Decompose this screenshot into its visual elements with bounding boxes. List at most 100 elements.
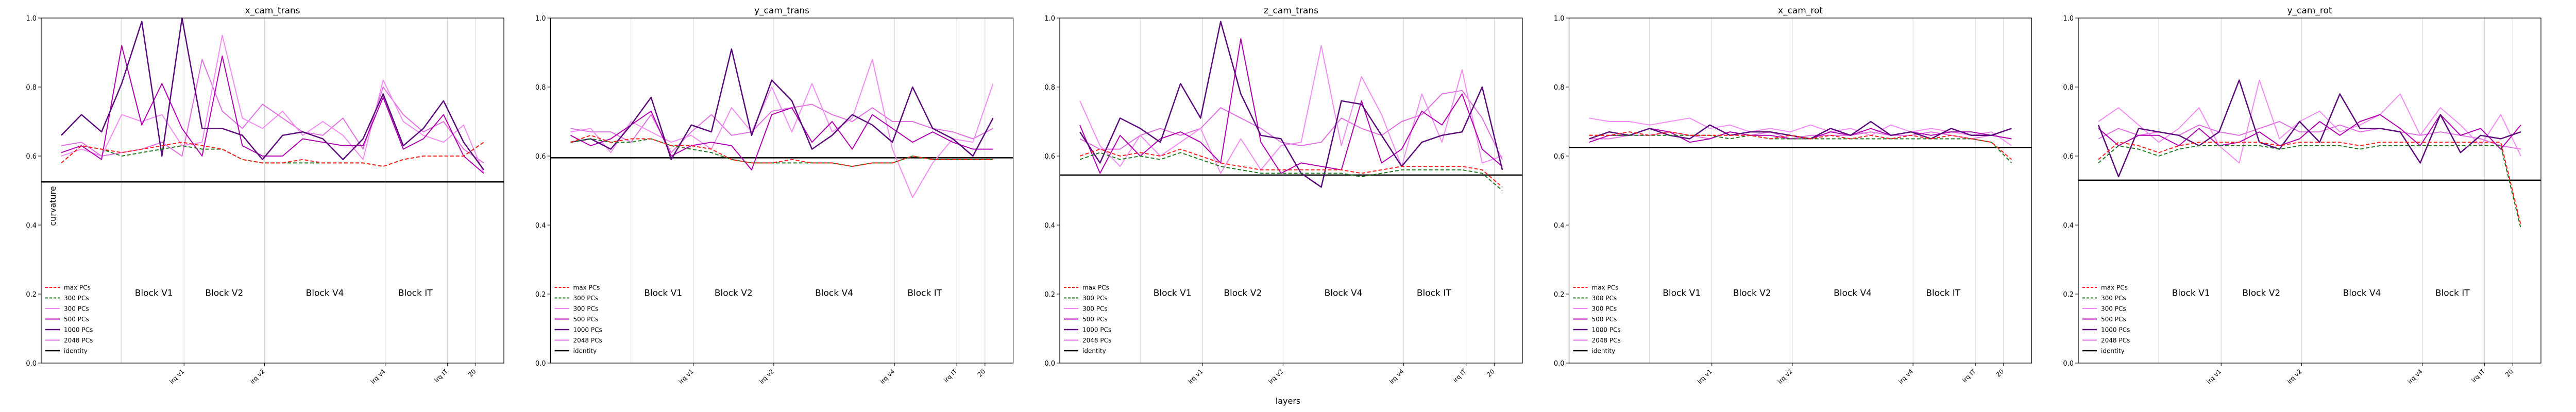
y-tick-label: 1.0 [26, 15, 37, 23]
y-tick-label: 0.6 [535, 153, 546, 161]
x-tick-label: irq IT [942, 368, 959, 384]
legend: max PCs 300 PCs 300 PCs 500 PCs 1000 PCs 2048… [1573, 284, 1621, 355]
x-tick-label: 20 [2504, 368, 2515, 379]
legend-label: max PCs [64, 284, 91, 291]
block-label: Block IT [1417, 288, 1451, 298]
y-tick-label: 0.0 [535, 360, 546, 368]
y-tick-label: 0.8 [1044, 84, 1055, 92]
block-label: Block V2 [205, 288, 243, 298]
series-line [2098, 145, 2521, 229]
legend-label: 1000 PCs [64, 327, 93, 334]
legend-label: 2048 PCs [64, 337, 93, 344]
legend-label: 1000 PCs [1082, 327, 1111, 334]
block-label: Block V4 [1325, 288, 1363, 298]
series-line [61, 17, 485, 170]
chart-panel: 0.0 0.2 0.4 0.6 0.8 1.0 irq v1 irq v2 irq v4 irq … [26, 6, 504, 385]
y-tick-label: 0.2 [1554, 291, 1565, 299]
chart-title: y_cam_rot [2287, 6, 2332, 16]
y-tick-label: 0.8 [26, 84, 37, 92]
chart-title: x_cam_rot [1778, 6, 1823, 16]
figure-xlabel: layers [1276, 396, 1300, 406]
legend-label: 300 PCs [573, 305, 599, 313]
y-tick-label: 0.4 [2063, 222, 2074, 230]
y-tick-label: 1.0 [535, 15, 546, 23]
y-tick-label: 0.6 [1554, 153, 1565, 161]
series-line [1079, 21, 1503, 188]
x-tick-label: irq v4 [1897, 368, 1914, 385]
legend-label: identity [573, 348, 597, 355]
x-tick-label: 20 [1485, 368, 1496, 379]
x-tick-label: irq v4 [878, 368, 896, 385]
legend-label: 2048 PCs [1592, 337, 1621, 344]
x-tick-label: irq v1 [1696, 368, 1714, 385]
x-tick-label: 20 [467, 368, 478, 379]
y-tick-label: 1.0 [1044, 15, 1055, 23]
x-tick-label: irq v1 [1187, 368, 1204, 385]
axes-frame [1568, 18, 2032, 364]
x-tick-label: irq v4 [2406, 368, 2424, 385]
legend-label: 300 PCs [1082, 295, 1108, 302]
y-tick-label: 0.0 [2063, 360, 2074, 368]
x-tick-label: 20 [1994, 368, 2005, 379]
legend: max PCs 300 PCs 300 PCs 500 PCs 1000 PCs 2048… [554, 284, 602, 355]
legend-label: max PCs [1592, 284, 1619, 291]
axes-frame [550, 18, 1014, 364]
series-line [2098, 114, 2521, 150]
block-label: Block V1 [1154, 288, 1192, 298]
chart-panel: 0.0 0.2 0.4 0.6 0.8 1.0 irq v1 irq v2 irq v4 irq … [2063, 6, 2541, 385]
y-tick-label: 0.6 [2063, 153, 2074, 161]
series-line [1589, 131, 2012, 160]
block-label: Block V4 [1834, 288, 1872, 298]
y-tick-label: 0.2 [1044, 291, 1055, 299]
series-line [570, 59, 994, 198]
y-tick-label: 0.0 [1044, 360, 1055, 368]
series-line [1589, 134, 2012, 164]
block-label: Block V2 [2242, 288, 2280, 298]
legend-label: 500 PCs [1082, 316, 1108, 323]
x-tick-label: irq IT [1452, 368, 1468, 384]
series-line [1079, 148, 1503, 188]
block-label: Block V1 [135, 288, 173, 298]
block-label: Block V2 [1224, 288, 1262, 298]
y-tick-label: 1.0 [1554, 15, 1565, 23]
chart-panel: 0.0 0.2 0.4 0.6 0.8 1.0 irq v1 irq v2 irq v4 irq … [1044, 6, 1523, 385]
x-tick-label: irq v2 [2286, 368, 2303, 385]
x-tick-label: irq v1 [168, 368, 185, 385]
x-tick-label: irq IT [2470, 368, 2487, 384]
x-tick-label: irq v2 [249, 368, 266, 385]
y-tick-label: 0.6 [1044, 153, 1055, 161]
series-line [2098, 79, 2521, 164]
block-label: Block V2 [1733, 288, 1771, 298]
x-tick-label: irq v4 [1388, 368, 1405, 385]
chart-panel: 0.0 0.2 0.4 0.6 0.8 1.0 irq v1 irq v2 irq v4 irq … [535, 6, 1014, 385]
x-tick-label: irq v2 [758, 368, 775, 385]
y-tick-label: 0.6 [26, 153, 37, 161]
y-tick-label: 0.4 [26, 222, 37, 230]
series-line [1079, 38, 1503, 174]
y-tick-label: 0.8 [2063, 84, 2074, 92]
legend-label: 300 PCs [64, 305, 89, 313]
legend-label: 500 PCs [1592, 316, 1617, 323]
figure-ylabel: curvature [48, 186, 58, 226]
legend: max PCs 300 PCs 300 PCs 500 PCs 1000 PCs 2048… [1064, 284, 1111, 355]
series-line [1079, 90, 1503, 160]
series-line [61, 35, 484, 174]
legend-label: identity [2101, 348, 2125, 355]
series-line [61, 142, 484, 167]
x-tick-label: irq v1 [677, 368, 695, 385]
x-tick-label: irq IT [433, 368, 450, 384]
y-tick-label: 0.0 [1554, 360, 1565, 368]
axes-frame [41, 18, 504, 364]
y-tick-label: 1.0 [2063, 15, 2074, 23]
legend-label: 1000 PCs [1592, 327, 1621, 334]
y-tick-label: 0.4 [535, 222, 546, 230]
block-label: Block V4 [306, 288, 344, 298]
y-tick-label: 0.0 [26, 360, 37, 368]
legend-label: 300 PCs [64, 295, 89, 302]
x-tick-label: irq IT [1961, 368, 1977, 384]
series-line [61, 45, 484, 174]
legend-label: max PCs [573, 284, 600, 291]
y-tick-label: 0.8 [1554, 84, 1565, 92]
chart-title: z_cam_trans [1264, 6, 1318, 16]
